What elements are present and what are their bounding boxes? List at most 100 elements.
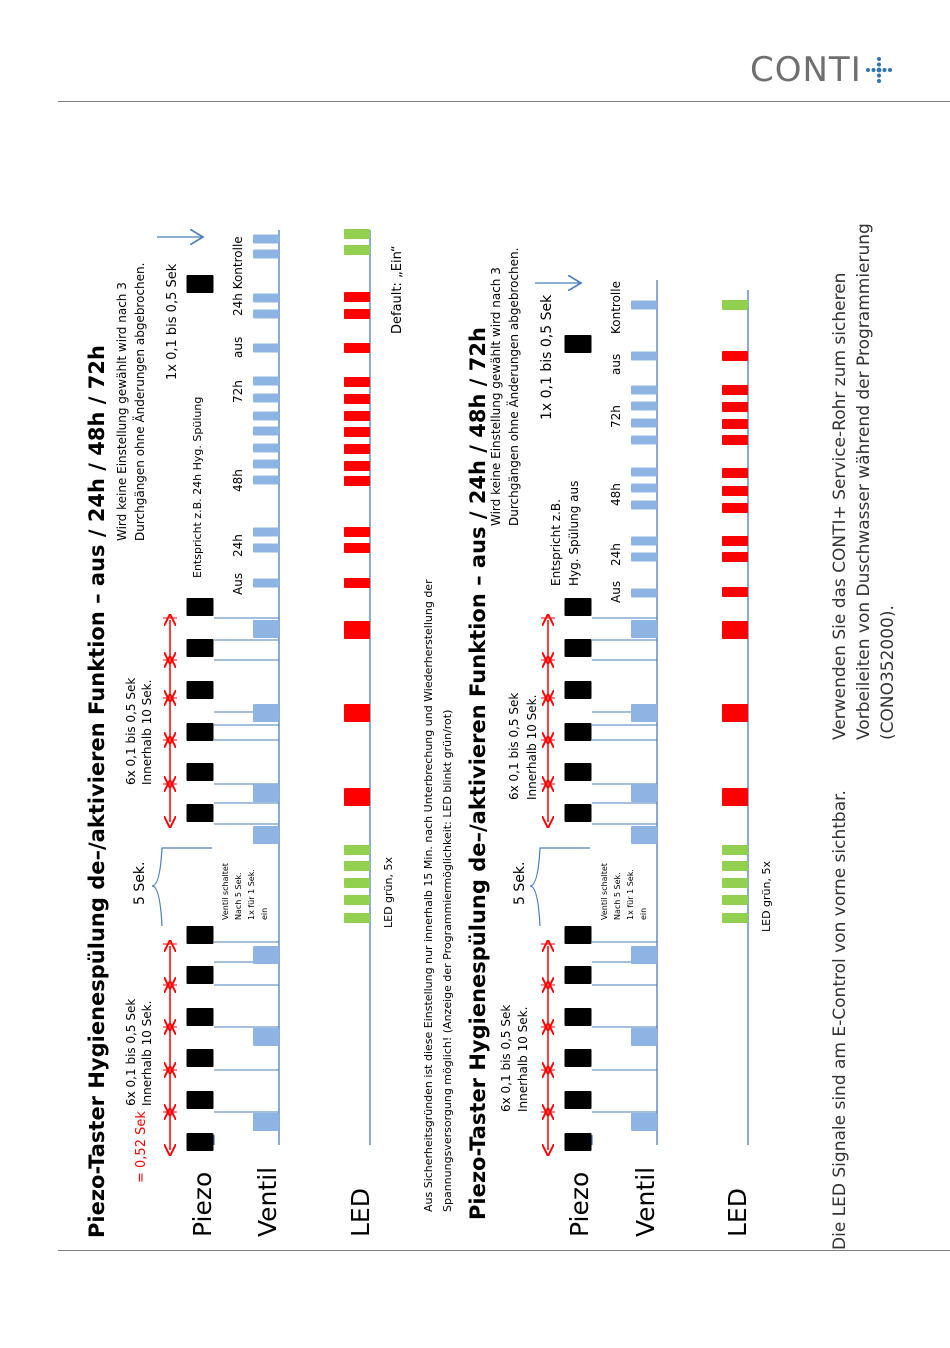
piezo-pulse: [186, 763, 214, 781]
diagram-1: Aus 24h 48h 72h aus 24h Kontrolle: [151, 229, 371, 1151]
diagram-2-confirm: 1x 0,1 bis 0,5 Sek: [539, 294, 555, 420]
state-label: Aus: [231, 573, 245, 595]
led-red-state-bar: [344, 411, 370, 421]
diagram-2-entspricht-1: Entspricht z.B.: [549, 499, 563, 586]
led-green-final: [722, 300, 748, 310]
footer-right-line2: Vorbeileiten von Duschwasser während der…: [854, 223, 874, 740]
piezo-pulse: [186, 723, 214, 741]
ventil-state-bar: [253, 443, 279, 453]
led-red-state-bar: [722, 402, 748, 412]
diagram-2-group2-line2: Innerhalb 10 Sek.: [525, 695, 539, 800]
footer-right-line3: (CONO352000).: [878, 605, 898, 740]
led-red-state-bar: [344, 578, 370, 588]
piezo-pulse: [186, 1008, 214, 1026]
ventil-state-bar: [253, 411, 279, 421]
diagram-1-group2-line1: 6x 0,1 bis 0,5 Sek: [124, 678, 138, 785]
diagram-1-group2-line2: Innerhalb 10 Sek.: [140, 680, 154, 785]
ventil-state-bar: [253, 343, 279, 353]
state-label: 48h: [231, 469, 245, 492]
state-label: 72h: [231, 380, 245, 403]
led-red-pulse: [344, 621, 370, 639]
ventil-state-bar: [631, 483, 657, 493]
ventil-pulse: [631, 1113, 657, 1131]
state-label: aus: [609, 354, 623, 375]
plus-dots-icon: [865, 57, 892, 83]
piezo-pulse: [564, 966, 592, 984]
ventil-state-bar: [631, 401, 657, 411]
piezo-confirm-pulse: [564, 335, 592, 353]
piezo-pulse: [186, 598, 214, 616]
piezo-pulse: [564, 598, 592, 616]
led-red-state-bar: [344, 527, 370, 537]
led-red-state-bar: [722, 468, 748, 478]
diagram-1-row-ventil: Ventil: [253, 1167, 282, 1237]
diagram-2-wait: 5 Sek.: [512, 862, 528, 905]
diagram-1-ventil-note-1: Ventil schaltet: [221, 863, 230, 920]
led-green-final: [344, 229, 370, 239]
diagram-2-title: Piezo-Taster Hygienespülung de–/aktivier…: [466, 327, 490, 1220]
ventil-pulse: [631, 620, 657, 638]
diagram-1-row-piezo: Piezo: [188, 1172, 217, 1237]
conti-logo: CONTI: [750, 50, 894, 90]
diagram-2-entspricht-2: Hyg. Spülung aus: [567, 481, 581, 586]
piezo-pulse: [186, 966, 214, 984]
ventil-pulse: [631, 946, 657, 964]
led-green-blink: [722, 845, 748, 855]
piezo-pulse: [564, 1091, 592, 1109]
led-red-state-bar: [344, 394, 370, 404]
diagram-2-group1-line2: Innerhalb 10 Sek.: [516, 1007, 530, 1112]
diagram-2-group2-line1: 6x 0,1 bis 0,5 Sek: [507, 693, 521, 800]
diagram-1-wait: 5 Sek.: [132, 862, 148, 905]
diagram-1-abort-note-2: Durchgängen ohne Änderungen abgebrochen.: [132, 263, 147, 541]
led-red-state-bar: [722, 486, 748, 496]
piezo-pulse: [186, 1133, 214, 1151]
diagram-2-ventil-note-3: 1x für 1 Sek.: [626, 869, 635, 920]
led-green-blink: [344, 895, 370, 905]
ventil-state-bar: [253, 543, 279, 553]
led-red-state-bar: [722, 435, 748, 445]
led-red-state-bar: [344, 292, 370, 302]
diagram-2-abort-note-2: Durchgängen ohne Änderungen abgebrochen.: [506, 248, 521, 526]
diagram-2-abort-note-1: Wird keine Einstellung gewählt wird nach…: [489, 267, 503, 526]
diagram-1-confirm: 1x 0,1 bis 0,5 Sek: [165, 263, 180, 380]
led-green-blink: [344, 845, 370, 855]
diagram-1-entspricht: Entspricht z.B. 24h Hyg. Spülung: [191, 397, 204, 578]
led-red-state-bar: [722, 503, 748, 513]
diagram-1-abort-note-1: Wird keine Einstellung gewählt wird nach…: [115, 282, 129, 541]
ventil-pulse: [253, 826, 279, 844]
diagram-1-default: Default: „Ein“: [390, 245, 405, 334]
ventil-state-bar: [253, 393, 279, 403]
ventil-state-bar: [253, 249, 279, 259]
piezo-pulse: [186, 804, 214, 822]
ventil-state-bar: [253, 293, 279, 303]
ventil-pulse: [631, 826, 657, 844]
led-green-blink: [344, 878, 370, 888]
ventil-state-bar: [631, 500, 657, 510]
state-label: 48h: [609, 483, 623, 506]
diagram-2-led-note: LED grün, 5x: [760, 861, 773, 932]
ventil-pulse: [253, 946, 279, 964]
piezo-pulse: [186, 1091, 214, 1109]
diagram-1-ventil-note-2: Nach 5 Sek.: [234, 872, 243, 920]
led-green-blink: [722, 861, 748, 871]
ventil-state-bar: [253, 376, 279, 386]
diagram-2-group1-line1: 6x 0,1 bis 0,5 Sek: [499, 1005, 513, 1112]
led-red-state-bar: [722, 536, 748, 546]
state-label: 24h: [609, 543, 623, 566]
piezo-pulse: [564, 1049, 592, 1067]
diagram-2-row-piezo: Piezo: [565, 1172, 594, 1237]
led-red-pulse: [722, 788, 748, 806]
led-red-state-bar: [722, 351, 748, 361]
diagram-1-ventil-note-4: ein: [260, 908, 269, 920]
ventil-state-bar: [253, 459, 279, 469]
led-green-blink: [722, 895, 748, 905]
ventil-pulse: [631, 784, 657, 802]
ventil-pulse: [253, 620, 279, 638]
ventil-pulse: [253, 1028, 279, 1046]
ventil-state-bar: [253, 426, 279, 436]
piezo-pulse: [564, 723, 592, 741]
ventil-state-bar: [631, 536, 657, 546]
piezo-pulse: [186, 926, 214, 944]
ventil-state-bar: [631, 351, 657, 361]
